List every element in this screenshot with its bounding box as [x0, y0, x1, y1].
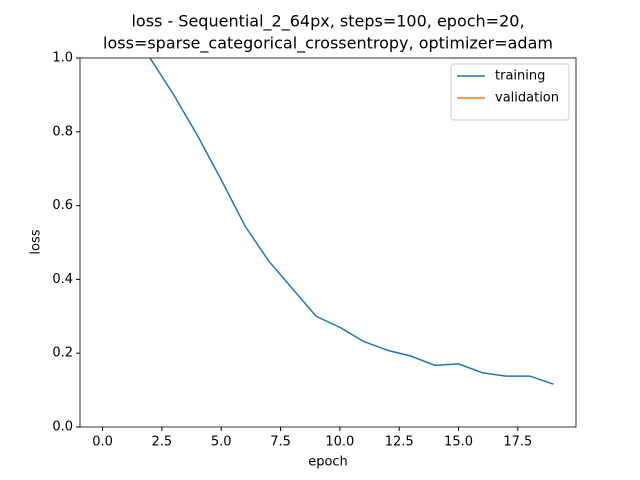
y-tick-label: 0.4	[52, 272, 73, 287]
x-tick-label: 15.0	[444, 435, 473, 450]
x-tick-label: 17.5	[503, 435, 532, 450]
x-tick-label: 2.5	[152, 435, 173, 450]
x-tick-label: 5.0	[211, 435, 232, 450]
x-tick-label: 10.0	[325, 435, 354, 450]
axes-frame	[79, 57, 577, 428]
chart-title: loss - Sequential_2_64px, steps=100, epo…	[131, 12, 524, 32]
x-tick-label: 0.0	[92, 435, 113, 450]
plot-area	[149, 58, 554, 385]
y-tick-label: 0.2	[52, 346, 73, 361]
chart-title: loss=sparse_categorical_crossentropy, op…	[103, 34, 553, 54]
x-axis-label: epoch	[308, 455, 348, 470]
legend-label: training	[495, 69, 545, 84]
x-tick-label: 7.5	[270, 435, 291, 450]
y-tick-label: 0.8	[52, 124, 73, 139]
y-tick-label: 1.0	[52, 51, 73, 66]
legend	[450, 63, 570, 121]
y-axis-label: loss	[29, 229, 44, 254]
y-tick-label: 0.0	[52, 420, 73, 435]
y-tick-label: 0.6	[52, 198, 73, 213]
line-series	[149, 58, 554, 385]
legend-label: validation	[495, 91, 559, 106]
x-tick-label: 12.5	[385, 435, 414, 450]
